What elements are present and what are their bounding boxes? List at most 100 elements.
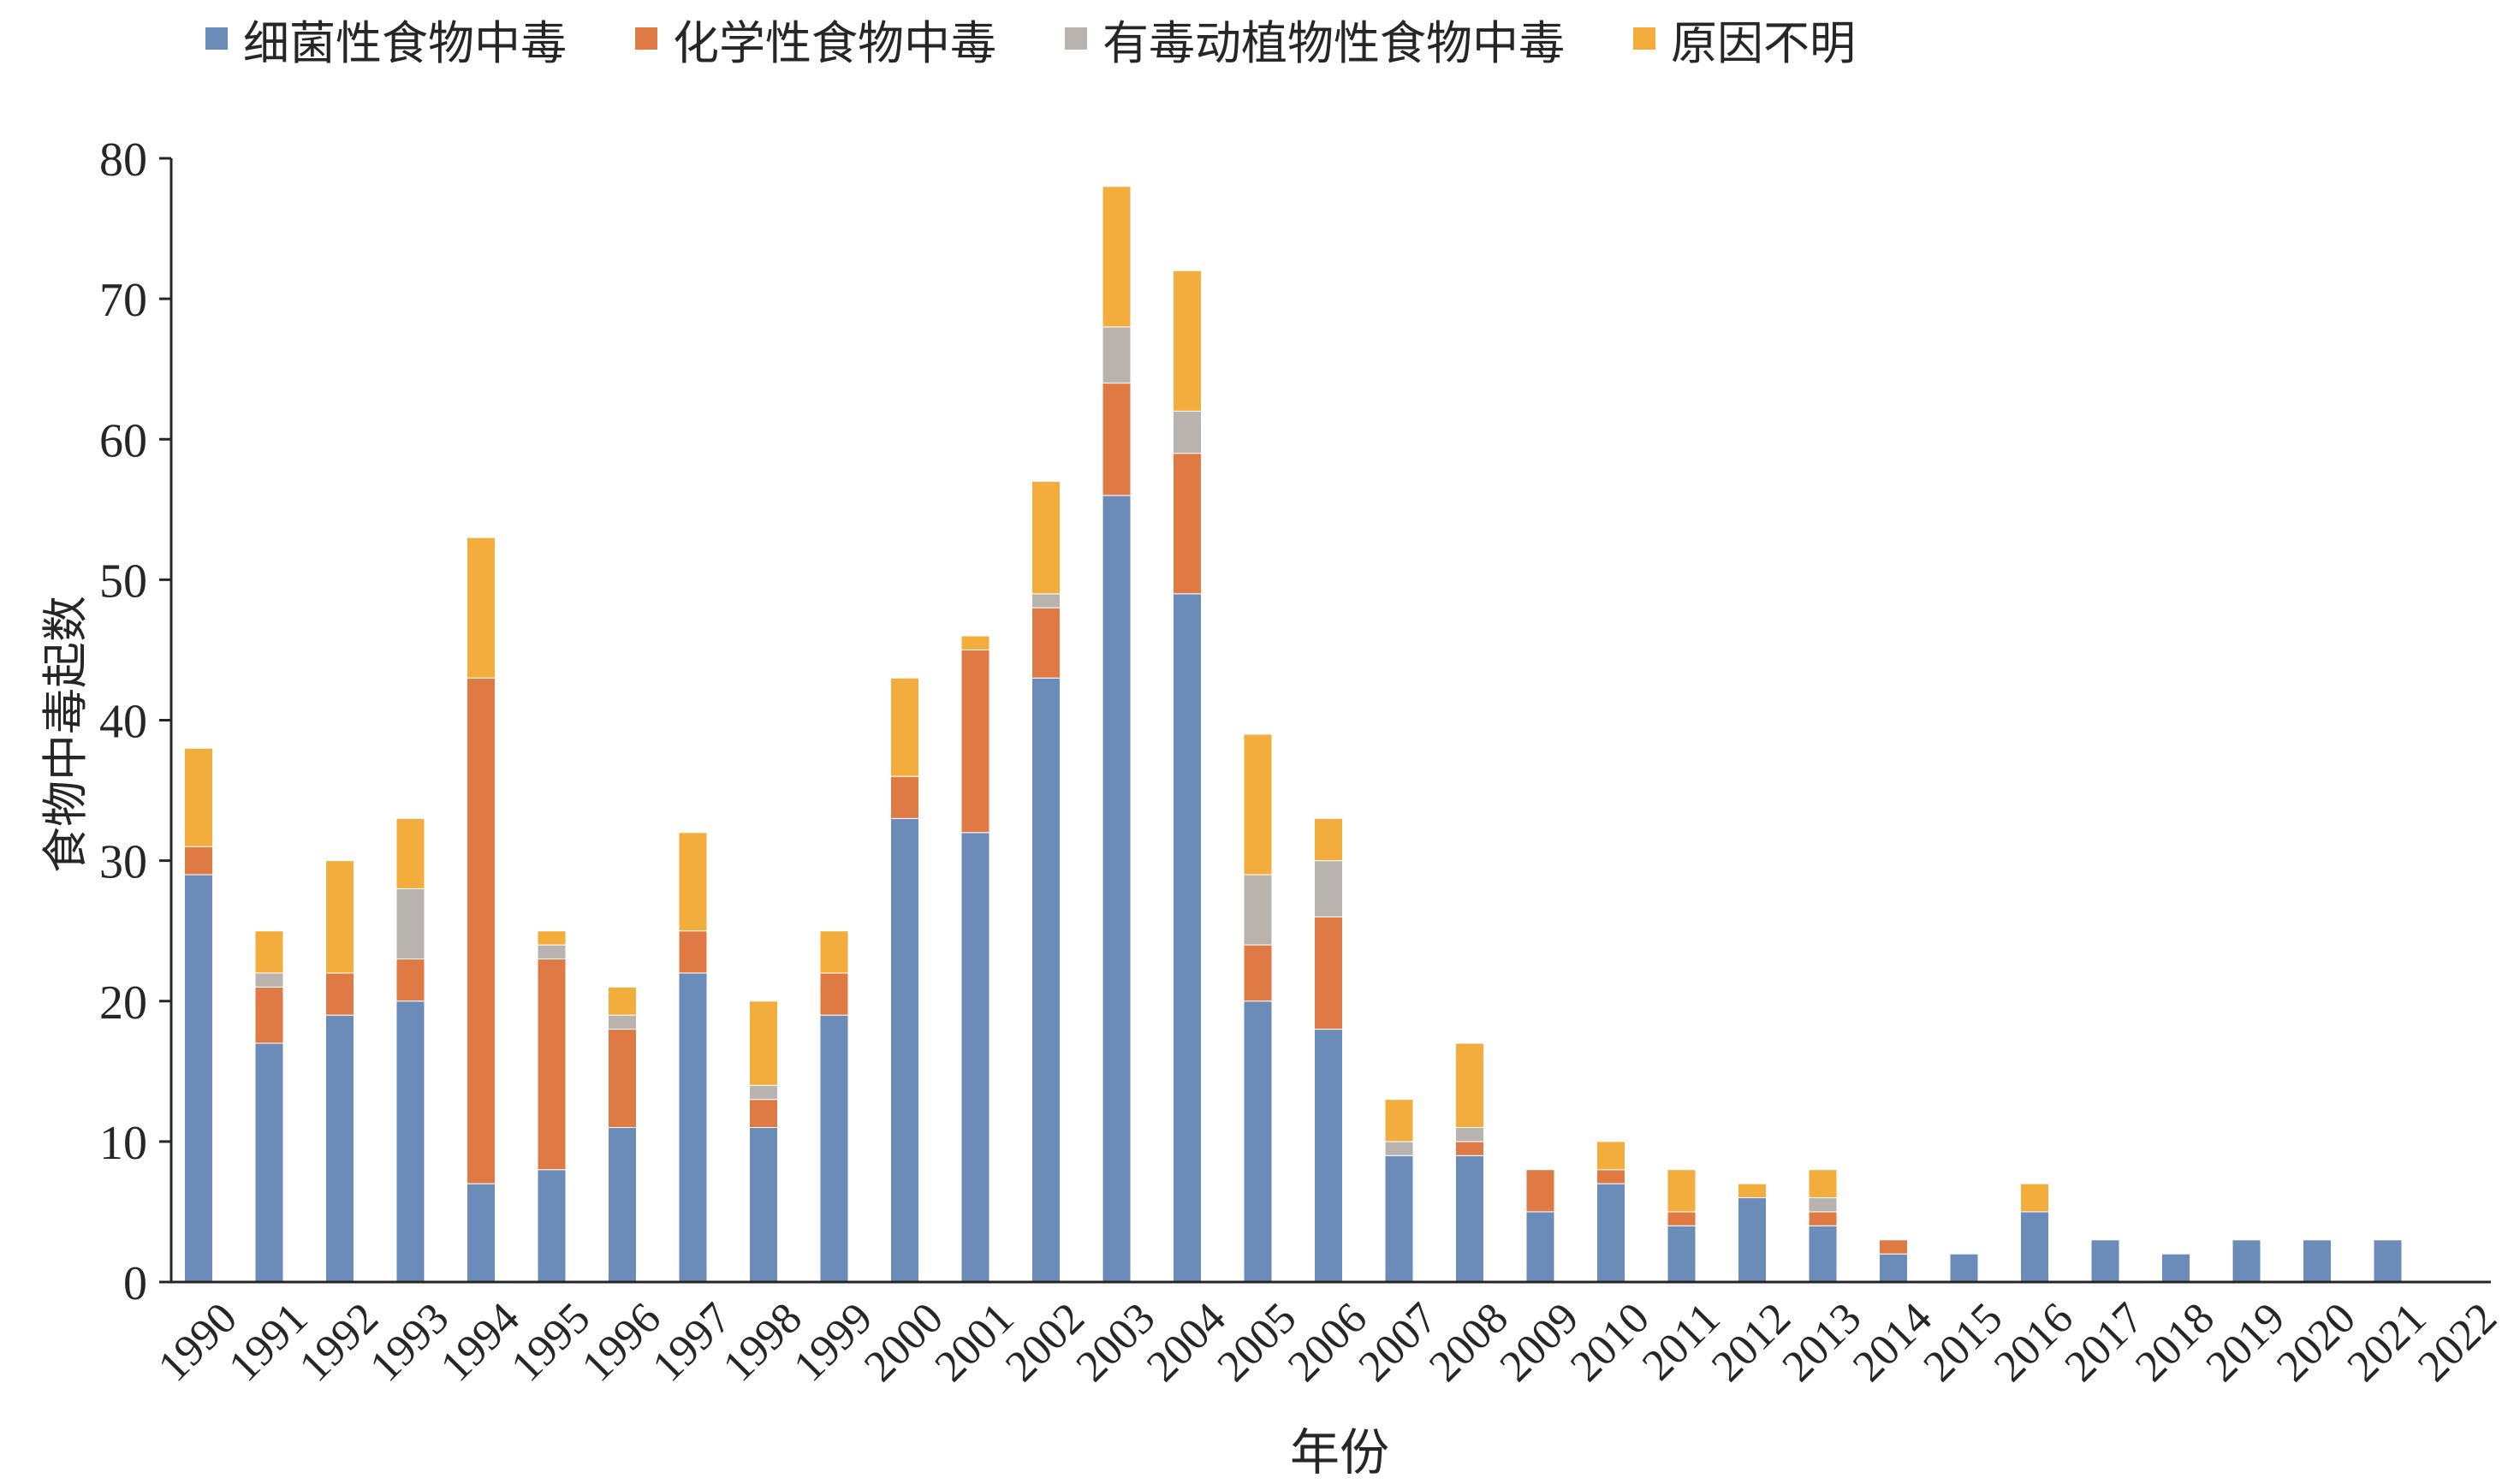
bar-2015-series-0	[1949, 1253, 1979, 1283]
bar-1997-series-1	[678, 930, 708, 974]
x-tick-label-1994: 1994	[431, 1294, 529, 1392]
y-tick-label-80: 80	[99, 134, 147, 187]
x-tick-label-2003: 2003	[1067, 1294, 1165, 1392]
bar-2012-series-3	[1738, 1183, 1767, 1199]
bar-1994-series-0	[467, 1183, 496, 1283]
bar-2008-series-1	[1455, 1141, 1484, 1156]
bar-2020-series-0	[2303, 1239, 2332, 1283]
bar-2004-series-0	[1173, 593, 1202, 1283]
bar-2005-series-2	[1243, 874, 1273, 946]
legend-item-toxic-plant-animal: 有毒动植物性食物中毒	[1065, 5, 1565, 73]
x-tick-label-2010: 2010	[1561, 1294, 1659, 1392]
bar-2007-series-0	[1384, 1155, 1414, 1283]
x-tick-label-1992: 1992	[290, 1294, 388, 1392]
bar-1998-series-0	[749, 1126, 778, 1283]
bar-1995-series-0	[537, 1169, 567, 1283]
bar-2006-series-1	[1314, 916, 1343, 1030]
bar-2002-series-0	[1031, 677, 1061, 1283]
x-tick-label-2002: 2002	[996, 1294, 1094, 1392]
bar-1999-series-3	[819, 930, 849, 974]
bar-1990-series-1	[184, 846, 213, 876]
y-tick-label-30: 30	[99, 836, 147, 889]
bar-1996-series-1	[608, 1029, 637, 1128]
bar-2013-series-2	[1808, 1197, 1838, 1213]
bar-1996-series-2	[608, 1014, 637, 1030]
bar-2007-series-3	[1384, 1099, 1414, 1143]
bar-2006-series-3	[1314, 817, 1343, 862]
bar-2005-series-0	[1243, 1000, 1273, 1283]
bar-2008-series-3	[1455, 1042, 1484, 1128]
bar-1997-series-0	[678, 972, 708, 1283]
x-tick-label-2017: 2017	[2056, 1294, 2154, 1392]
x-tick-label-1996: 1996	[573, 1294, 670, 1392]
bar-2007-series-2	[1384, 1141, 1414, 1156]
bar-2003-series-3	[1102, 186, 1132, 328]
y-tick-label-40: 40	[99, 696, 147, 749]
legend-swatch-toxic-plant-animal	[1065, 27, 1087, 50]
bar-2008-series-0	[1455, 1155, 1484, 1283]
x-tick-label-2020: 2020	[2267, 1294, 2365, 1392]
bar-1991-series-3	[254, 930, 284, 974]
bar-1993-series-2	[395, 887, 425, 960]
y-tick-label-0: 0	[123, 1257, 147, 1310]
bar-1993-series-3	[395, 817, 425, 889]
bar-1994-series-3	[467, 537, 496, 679]
bar-2009-series-0	[1525, 1211, 1555, 1283]
bar-2013-series-3	[1808, 1169, 1838, 1199]
bar-2002-series-2	[1031, 593, 1061, 608]
bar-2006-series-0	[1314, 1029, 1343, 1283]
bar-1991-series-2	[254, 972, 284, 988]
bar-2005-series-1	[1243, 944, 1273, 1002]
bar-2016-series-0	[2020, 1211, 2049, 1283]
legend-swatch-unknown	[1633, 27, 1655, 50]
x-tick-label-2014: 2014	[1844, 1294, 1941, 1392]
bar-2019-series-0	[2232, 1239, 2261, 1283]
bar-2001-series-1	[960, 649, 990, 834]
bar-2016-series-3	[2020, 1183, 2049, 1213]
x-tick-label-2016: 2016	[1985, 1294, 2083, 1392]
bar-1991-series-0	[254, 1042, 284, 1283]
bar-2003-series-2	[1102, 326, 1132, 384]
bar-2003-series-0	[1102, 495, 1132, 1283]
x-tick-label-1995: 1995	[502, 1294, 600, 1392]
bar-2002-series-1	[1031, 607, 1061, 679]
bar-2014-series-0	[1879, 1253, 1908, 1283]
x-tick-label-2001: 2001	[926, 1294, 1024, 1392]
bar-2011-series-0	[1667, 1225, 1697, 1283]
y-tick-label-20: 20	[99, 976, 147, 1030]
bar-2008-series-2	[1455, 1126, 1484, 1143]
x-tick-label-2006: 2006	[1279, 1294, 1376, 1392]
x-tick-label-1998: 1998	[714, 1294, 811, 1392]
bar-2017-series-0	[2090, 1239, 2120, 1283]
bar-2001-series-0	[960, 832, 990, 1283]
x-tick-label-2022: 2022	[2409, 1294, 2502, 1392]
legend-swatch-chemical	[635, 27, 657, 50]
x-tick-label-2005: 2005	[1209, 1294, 1306, 1392]
bar-2009-series-1	[1525, 1169, 1555, 1213]
bar-1991-series-1	[254, 986, 284, 1044]
bar-1990-series-3	[184, 747, 213, 847]
bar-2011-series-3	[1667, 1169, 1697, 1213]
x-tick-label-2007: 2007	[1350, 1294, 1447, 1392]
y-tick-label-60: 60	[99, 414, 147, 467]
bar-2013-series-1	[1808, 1211, 1838, 1226]
bar-2021-series-0	[2373, 1239, 2403, 1283]
legend-label-unknown: 原因不明	[1671, 15, 1856, 70]
legend-label-toxic-plant-animal: 有毒动植物性食物中毒	[1102, 15, 1565, 70]
bar-2002-series-3	[1031, 480, 1061, 595]
bar-1995-series-3	[537, 930, 567, 946]
y-tick-label-10: 10	[99, 1117, 147, 1170]
bar-2013-series-0	[1808, 1225, 1838, 1283]
bar-2011-series-1	[1667, 1211, 1697, 1226]
x-tick-label-2009: 2009	[1491, 1294, 1589, 1392]
bar-1995-series-2	[537, 944, 567, 960]
bar-1994-series-1	[467, 677, 496, 1184]
legend-label-bacterial: 细菌性食物中毒	[243, 15, 567, 70]
legend: 细菌性食物中毒 化学性食物中毒 有毒动植物性食物中毒 原因不明	[205, 9, 1924, 70]
bar-1995-series-1	[537, 959, 567, 1171]
bar-2010-series-0	[1596, 1183, 1625, 1283]
x-tick-label-2015: 2015	[1915, 1294, 2012, 1392]
y-tick-label-70: 70	[99, 274, 147, 327]
x-tick-label-1999: 1999	[785, 1294, 883, 1392]
